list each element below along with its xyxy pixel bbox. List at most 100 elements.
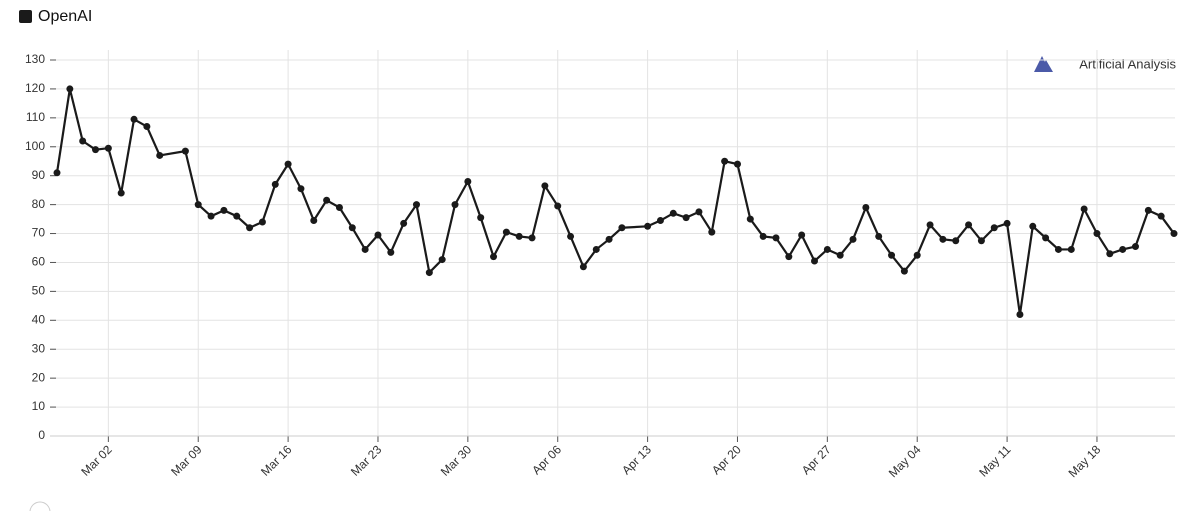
y-tick-label: 120 bbox=[25, 81, 45, 95]
point bbox=[811, 257, 819, 265]
point bbox=[926, 221, 934, 229]
point bbox=[425, 269, 433, 277]
legend-label: OpenAI bbox=[38, 8, 92, 25]
point bbox=[785, 253, 793, 261]
point bbox=[1131, 243, 1139, 251]
y-tick-label: 100 bbox=[25, 139, 45, 153]
y-tick-label: 80 bbox=[32, 197, 46, 211]
point bbox=[541, 182, 549, 190]
point bbox=[374, 231, 382, 239]
point bbox=[53, 169, 61, 177]
point bbox=[181, 147, 189, 155]
point bbox=[130, 115, 138, 123]
point bbox=[721, 157, 729, 165]
point bbox=[143, 123, 151, 131]
y-tick-label: 30 bbox=[32, 341, 46, 355]
y-tick-label: 0 bbox=[38, 428, 45, 442]
y-tick-label: 20 bbox=[32, 370, 46, 384]
point bbox=[194, 201, 202, 209]
x-tick-label: May 11 bbox=[976, 442, 1013, 479]
point bbox=[1119, 245, 1127, 253]
point bbox=[1106, 250, 1114, 258]
y-tick-label: 130 bbox=[25, 52, 45, 66]
point bbox=[798, 231, 806, 239]
point bbox=[1080, 205, 1088, 213]
point bbox=[271, 180, 279, 188]
point bbox=[875, 232, 883, 240]
point bbox=[451, 201, 459, 209]
y-tick-label: 70 bbox=[32, 226, 46, 240]
point bbox=[310, 217, 318, 225]
point bbox=[913, 251, 921, 259]
point bbox=[348, 224, 356, 232]
point bbox=[733, 160, 741, 168]
point bbox=[412, 201, 420, 209]
point bbox=[258, 218, 266, 226]
y-tick-label: 60 bbox=[32, 255, 46, 269]
point bbox=[1067, 245, 1075, 253]
y-tick-label: 90 bbox=[32, 168, 46, 182]
point bbox=[220, 206, 228, 214]
x-tick-label: Mar 30 bbox=[438, 442, 475, 479]
point bbox=[567, 232, 575, 240]
point bbox=[515, 232, 523, 240]
y-tick-label: 10 bbox=[32, 399, 46, 413]
point bbox=[400, 219, 408, 227]
point bbox=[92, 146, 100, 154]
point bbox=[490, 253, 498, 261]
point bbox=[618, 224, 626, 232]
legend-swatch bbox=[19, 10, 32, 23]
point bbox=[836, 251, 844, 259]
point bbox=[79, 137, 87, 145]
point bbox=[579, 263, 587, 271]
point bbox=[669, 209, 677, 217]
point bbox=[156, 151, 164, 159]
point bbox=[862, 204, 870, 212]
point bbox=[464, 177, 472, 185]
point bbox=[104, 144, 112, 152]
point bbox=[605, 235, 613, 243]
point bbox=[952, 237, 960, 245]
point bbox=[554, 202, 562, 210]
point bbox=[1093, 230, 1101, 238]
point bbox=[502, 228, 510, 236]
point bbox=[207, 212, 215, 220]
point bbox=[965, 221, 973, 229]
point bbox=[695, 208, 703, 216]
x-tick-label: Mar 02 bbox=[78, 442, 115, 479]
point bbox=[1144, 206, 1152, 214]
point bbox=[656, 217, 664, 225]
point bbox=[592, 245, 600, 253]
point bbox=[888, 251, 896, 259]
point bbox=[323, 196, 331, 204]
point bbox=[1029, 222, 1037, 230]
x-tick-label: Apr 27 bbox=[799, 442, 834, 477]
point bbox=[528, 234, 536, 242]
point bbox=[644, 222, 652, 230]
point bbox=[1157, 212, 1165, 220]
point bbox=[849, 235, 857, 243]
point bbox=[746, 215, 754, 223]
zoom-button[interactable] bbox=[29, 501, 51, 516]
x-tick-label: Mar 16 bbox=[258, 442, 295, 479]
point bbox=[66, 85, 74, 93]
point bbox=[387, 248, 395, 256]
point bbox=[438, 256, 446, 264]
y-tick-label: 50 bbox=[32, 284, 46, 298]
point bbox=[335, 204, 343, 212]
point bbox=[297, 185, 305, 193]
point bbox=[1054, 245, 1062, 253]
y-tick-label: 110 bbox=[26, 110, 45, 124]
point bbox=[939, 235, 947, 243]
point bbox=[361, 245, 369, 253]
point bbox=[1016, 311, 1024, 319]
point bbox=[759, 232, 767, 240]
watermark: Artificial Analysis bbox=[1079, 56, 1176, 71]
x-tick-label: Apr 20 bbox=[709, 442, 744, 477]
x-tick-label: May 04 bbox=[886, 442, 924, 480]
point bbox=[233, 212, 241, 220]
y-tick-label: 40 bbox=[32, 312, 46, 326]
point bbox=[1170, 230, 1178, 238]
